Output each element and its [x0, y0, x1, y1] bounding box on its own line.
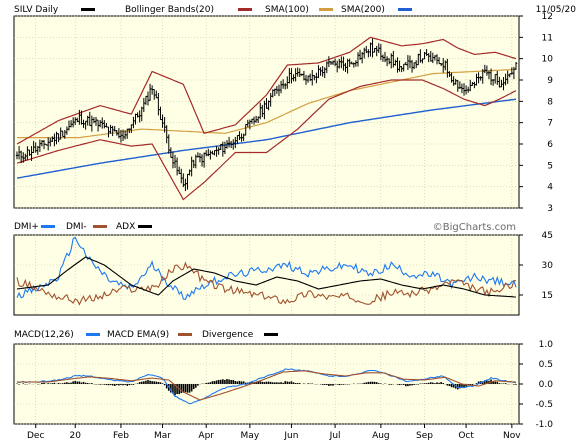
y-tick-label: 7 [547, 119, 553, 129]
legend-swatch-price [81, 8, 95, 11]
y-tick-label: 12 [542, 12, 553, 22]
legend-swatch-divergence [264, 333, 278, 336]
chart-date: 11/05/20 [536, 5, 577, 15]
legend-swatch-adx [138, 225, 152, 228]
bollinger-lower-line [16, 79, 517, 201]
legend-swatch-bollinger [238, 8, 252, 11]
legend-divergence: Divergence [202, 330, 254, 340]
legend-dmi-minus: DMI- [66, 222, 87, 232]
legend-adx: ADX [116, 222, 135, 232]
price-panel-frame [13, 15, 520, 209]
y-tick-label: 3 [547, 204, 553, 214]
x-tick-label: Aug [372, 431, 390, 441]
legend-swatch-sma100 [319, 8, 333, 11]
y-tick-label: 0.0 [539, 380, 554, 390]
x-tick-label: Apr [198, 431, 214, 441]
x-tick-label: Jul [329, 431, 341, 441]
sma200-line [16, 98, 517, 179]
dmi-plus-line [16, 236, 517, 301]
legend-macd-ema: MACD EMA(9) [107, 330, 169, 340]
legend-bollinger: Bollinger Bands(20) [125, 5, 214, 15]
bollinger-upper-line [16, 36, 517, 145]
x-tick-label: Nov [503, 431, 521, 441]
legend-swatch-sma200 [398, 8, 412, 11]
chart-title: SILV Daily [14, 5, 59, 15]
x-tick-label: Feb [113, 431, 129, 441]
watermark: ©BigCharts.com [433, 222, 516, 233]
y-tick-label: -1.0 [535, 420, 553, 430]
y-tick-label: 5 [547, 161, 553, 171]
legend-macd: MACD(12,26) [14, 330, 74, 340]
dmi-y-axis: 15 30 45 [519, 231, 553, 301]
legend-swatch-dmi-minus [93, 225, 107, 228]
macd-line [16, 368, 517, 405]
price-grid [14, 15, 519, 209]
macd-y-axis: -1.0 -0.5 0.0 0.5 1.0 [519, 340, 553, 430]
y-tick-label: 0.5 [539, 360, 553, 370]
dmi-minus-line [16, 261, 516, 306]
legend-swatch-dmi-plus [41, 225, 55, 228]
y-tick-label: 30 [542, 261, 554, 271]
y-tick-label: 4 [547, 183, 553, 193]
legend-swatch-macd [86, 333, 100, 336]
x-tick-label: 20 [69, 431, 81, 441]
y-tick-label: 11 [542, 33, 553, 43]
y-tick-label: 6 [547, 140, 553, 150]
y-tick-label: 45 [542, 231, 553, 241]
sma100-line [17, 68, 517, 139]
dmi-grid [14, 234, 519, 315]
x-tick-label: Mar [154, 431, 171, 441]
y-tick-label: 1.0 [539, 340, 554, 350]
legend-dmi-plus: DMI+ [14, 222, 39, 232]
y-tick-label: 9 [547, 76, 553, 86]
macd-legend: MACD(12,26) MACD EMA(9) Divergence [14, 330, 278, 340]
x-tick-label: Jun [283, 431, 298, 441]
dmi-series [16, 236, 517, 306]
y-tick-label: 10 [542, 55, 554, 65]
x-tick-label: Dec [27, 431, 44, 441]
y-tick-label: -0.5 [535, 400, 553, 410]
x-tick-label: Sep [416, 431, 433, 441]
y-tick-label: 8 [547, 97, 553, 107]
legend-sma200: SMA(200) [341, 5, 385, 15]
dmi-legend: DMI+ DMI- ADX [14, 222, 152, 232]
price-panel: 3 4 5 6 7 8 9 10 11 12 ©BigCharts.com [13, 12, 553, 233]
price-y-axis: 3 4 5 6 7 8 9 10 11 12 [519, 12, 553, 214]
price-legend: SILV Daily Bollinger Bands(20) SMA(100) … [14, 5, 576, 15]
dmi-panel-frame [13, 234, 520, 316]
adx-line [16, 256, 517, 298]
price-series [15, 36, 518, 201]
macd-series [16, 368, 517, 405]
legend-sma100: SMA(100) [265, 5, 309, 15]
x-tick-label: May [241, 431, 260, 441]
y-tick-label: 15 [542, 291, 553, 301]
macd-panel: -1.0 -0.5 0.0 0.5 1.0 [13, 340, 553, 430]
legend-swatch-macd-ema [178, 333, 192, 336]
x-axis: Dec 20 Feb Mar Apr May Jun Jul Aug Sep Oct Nov [27, 424, 521, 441]
x-tick-label: Oct [458, 431, 474, 441]
macd-ema-line [17, 370, 517, 401]
dmi-panel: 15 30 45 [13, 231, 553, 316]
